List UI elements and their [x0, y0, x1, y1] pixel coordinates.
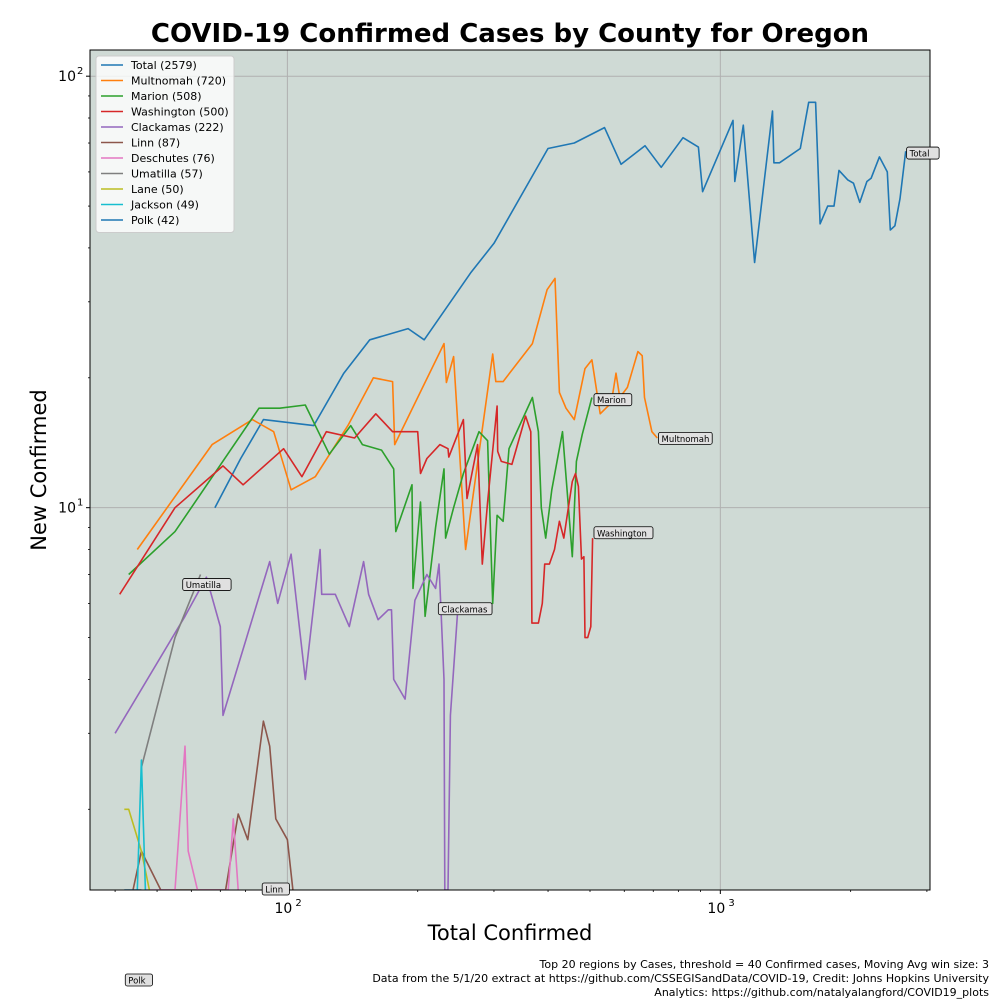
- annotation-box: [182, 578, 232, 591]
- annotations: Total Multnomah Marion Washington Clackamas U…: [124, 146, 940, 987]
- annotation-text: Linn: [265, 886, 283, 896]
- footer-line-1: Top 20 regions by Cases, threshold = 40 …: [539, 958, 989, 971]
- series-line-6: [145, 745, 239, 890]
- annotation-text: Marion: [597, 396, 626, 406]
- x-tick-exponent: 2: [295, 898, 301, 909]
- annotation-text: Washington: [597, 529, 647, 539]
- chart-title: COVID-19 Confirmed Cases by County for O…: [151, 19, 869, 49]
- series-line-4: [114, 548, 459, 890]
- legend-entry: Washington (500): [131, 106, 229, 119]
- series-line-0: [214, 101, 907, 509]
- annotation-box: [593, 393, 633, 407]
- y-axis-label: New Confirmed: [27, 389, 51, 551]
- annotation-text: Polk: [128, 976, 145, 986]
- legend-box: [95, 55, 235, 233]
- annotation: Linn: [261, 882, 290, 896]
- legend-entry: Total (2579): [130, 59, 197, 72]
- plot-frame: [89, 49, 931, 891]
- legend-entry: Linn (87): [131, 137, 180, 150]
- annotation-text: Clackamas: [441, 605, 488, 615]
- series-line-5: [132, 720, 294, 890]
- legend: Total (2579) Multnomah (720) Marion (508) W…: [95, 55, 235, 233]
- y-tick-label: 10: [58, 501, 76, 517]
- annotation: Multnomah: [658, 431, 713, 445]
- footer-line-2: Data from the 5/1/20 extract at https://…: [372, 972, 989, 985]
- annotation: Clackamas: [437, 602, 493, 616]
- x-axis-label: Total Confirmed: [427, 921, 593, 945]
- annotation-text: Umatilla: [186, 581, 221, 591]
- series-line-7: [140, 574, 202, 768]
- annotation: Polk: [124, 973, 153, 987]
- annotation-box: [658, 431, 713, 445]
- legend-entry: Polk (42): [131, 214, 179, 227]
- annotation-text: Multnomah: [662, 435, 710, 445]
- footer-line-3: Analytics: https://github.com/natalyalan…: [654, 986, 989, 999]
- legend-entry: Marion (508): [131, 90, 202, 103]
- x-tick-label: 10: [274, 901, 292, 917]
- legend-entry: Lane (50): [131, 183, 184, 196]
- series-line-3: [119, 405, 594, 639]
- x-tick-label: 10: [707, 901, 725, 917]
- annotation-box: [261, 882, 290, 896]
- legend-entry: Jackson (49): [130, 199, 199, 212]
- annotation-box: [593, 526, 654, 540]
- legend-entry: Umatilla (57): [131, 168, 203, 181]
- y-tick-exponent: 2: [77, 66, 83, 77]
- series-line-9: [136, 759, 147, 890]
- series-line-2: [128, 396, 593, 618]
- legend-entry: Deschutes (76): [131, 152, 215, 165]
- y-tick-exponent: 1: [77, 498, 83, 509]
- tick-layer: 10 2 10 310 110 2: [58, 66, 735, 917]
- legend-entry: Multnomah (720): [131, 75, 226, 88]
- annotation: Umatilla: [182, 578, 232, 591]
- y-tick-label: 10: [58, 69, 76, 85]
- annotation-text: Total: [909, 150, 930, 160]
- annotation-box: [437, 602, 493, 616]
- x-tick-exponent: 3: [728, 898, 734, 909]
- annotation: Total: [906, 146, 940, 160]
- annotation: Washington: [593, 526, 654, 540]
- annotation-box: [906, 146, 940, 160]
- annotation-box: [124, 973, 153, 987]
- legend-entry: Clackamas (222): [131, 121, 224, 134]
- annotation: Marion: [593, 393, 633, 407]
